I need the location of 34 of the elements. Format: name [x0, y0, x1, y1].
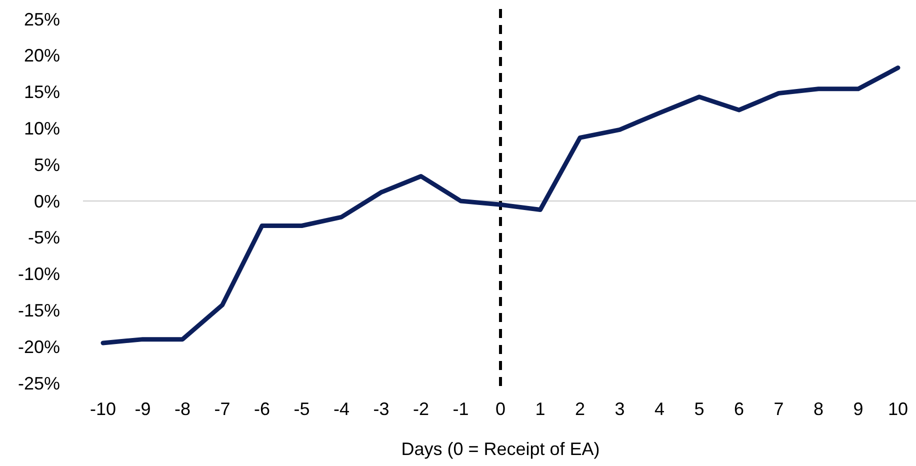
y-tick-label: 25%	[24, 9, 60, 30]
x-tick-label: -9	[134, 399, 151, 419]
x-tick-label: -7	[214, 399, 230, 419]
y-tick-label: -10%	[18, 264, 60, 284]
x-tick-label: 0	[495, 399, 506, 419]
x-tick-label: -2	[412, 399, 430, 419]
x-tick-label: 4	[654, 399, 665, 419]
x-tick-label: 2	[574, 399, 586, 419]
y-tick-label: -20%	[18, 336, 60, 357]
x-tick-label: -8	[174, 399, 191, 419]
x-tick-label: 1	[535, 399, 546, 419]
x-tick-label: 3	[614, 399, 625, 419]
x-tick-label: 10	[888, 399, 908, 419]
x-tick-label: 5	[694, 399, 704, 419]
y-tick-label: 20%	[24, 46, 60, 66]
x-axis-title: Days (0 = Receipt of EA)	[401, 439, 600, 459]
y-tick-label: 0%	[34, 191, 60, 212]
line-series	[100, 66, 900, 346]
x-tick-label: -6	[254, 399, 270, 419]
y-tick-label: -5%	[28, 228, 60, 248]
x-tick-label: -1	[452, 399, 469, 419]
x-tick-label: -3	[373, 399, 390, 419]
y-tick-label: 15%	[24, 82, 60, 102]
x-tick-label: 7	[774, 399, 784, 419]
x-tick-label: -4	[333, 399, 350, 419]
x-tick-label: 9	[853, 399, 864, 419]
y-tick-label: 5%	[34, 154, 60, 175]
y-tick-label: 10%	[24, 118, 60, 138]
x-tick-label: 8	[813, 399, 824, 419]
x-tick-label: -10	[90, 399, 116, 419]
y-tick-label: -15%	[18, 300, 60, 320]
x-tick-label: -5	[294, 399, 310, 419]
y-tick-label: -25%	[18, 373, 60, 394]
x-tick-label: 6	[734, 399, 744, 419]
